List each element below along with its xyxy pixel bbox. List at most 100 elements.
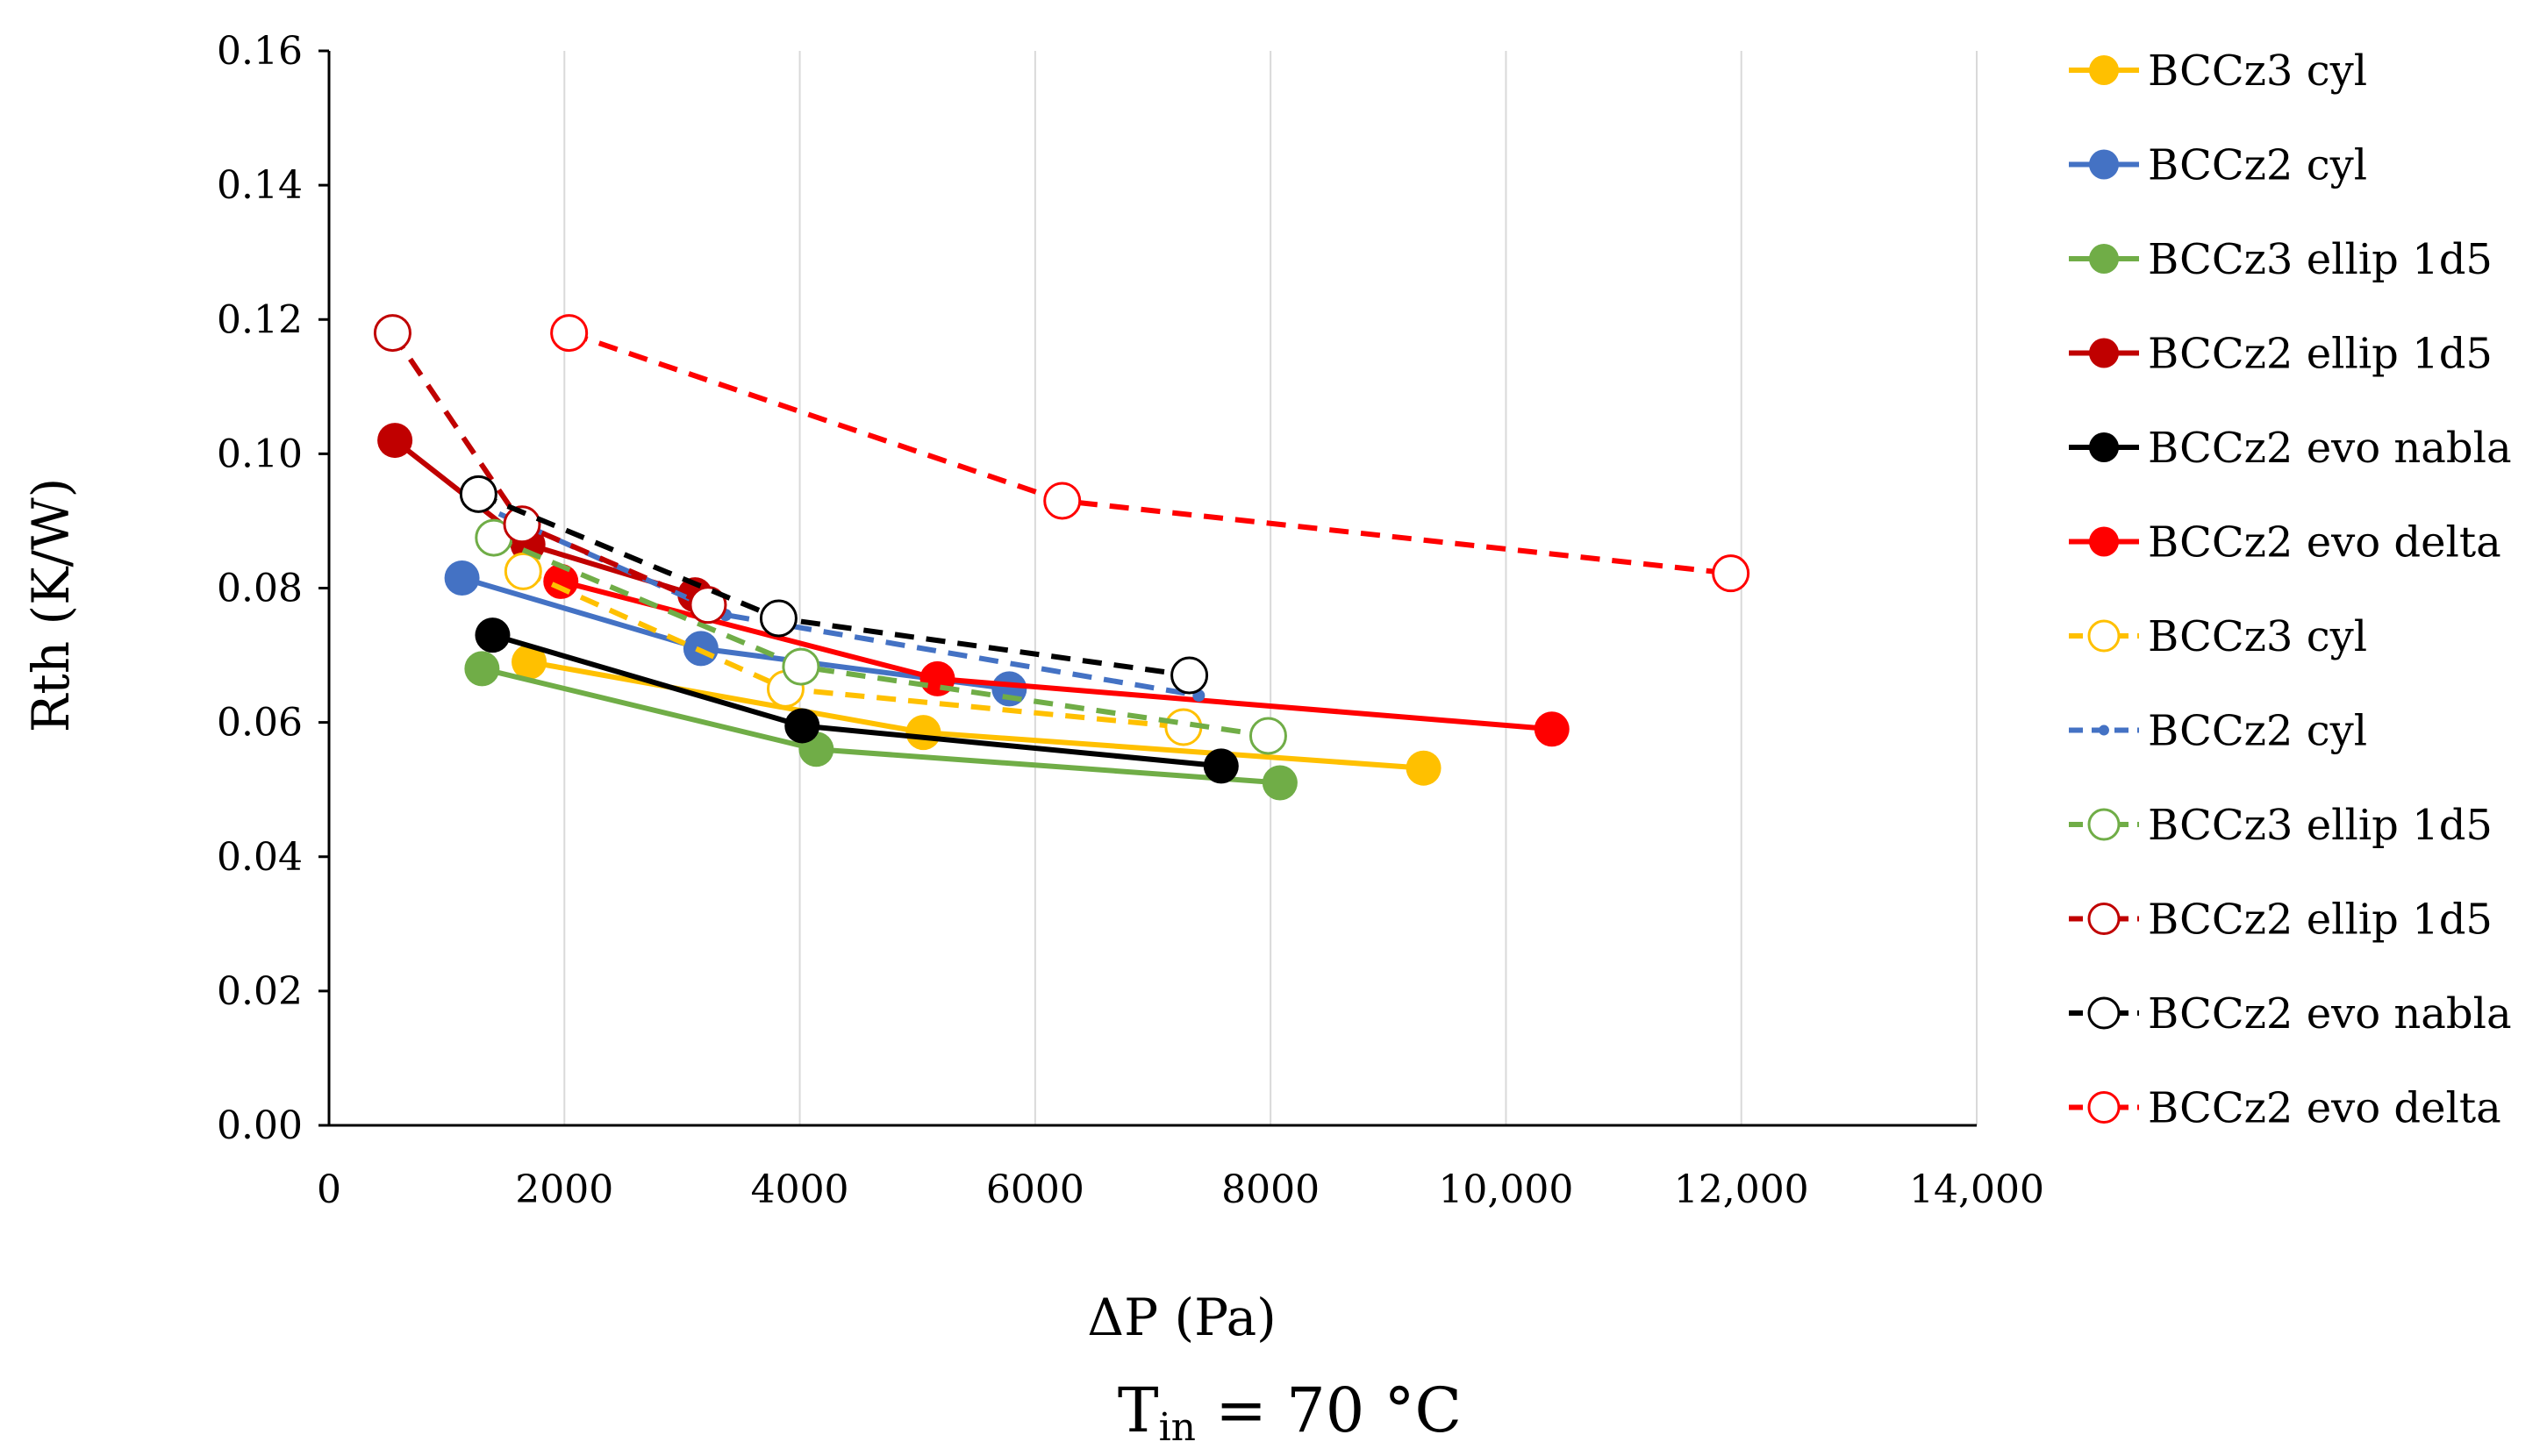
series-0 xyxy=(512,644,1442,786)
series-9 xyxy=(373,314,727,625)
series-2 xyxy=(464,651,1298,801)
legend-entry: BCCz3 ellip 1d5 xyxy=(2069,801,2493,850)
x-tick-label: 12,000 xyxy=(1674,1167,1809,1212)
series-line xyxy=(393,438,697,598)
legend-marker xyxy=(2087,619,2121,653)
x-tick-label: 4000 xyxy=(751,1167,849,1212)
legend-marker xyxy=(2089,149,2119,180)
data-point xyxy=(1262,765,1298,801)
data-point xyxy=(784,708,820,744)
legend-entry: BCCz2 evo nabla xyxy=(2069,424,2512,473)
data-point xyxy=(543,563,579,599)
grid-lines xyxy=(563,51,1978,1125)
data-point xyxy=(512,644,547,680)
x-tick-label: 8000 xyxy=(1221,1167,1320,1212)
data-point xyxy=(464,651,500,687)
legend-marker xyxy=(2087,996,2121,1030)
y-tick-label: 0.16 xyxy=(217,29,303,74)
data-point xyxy=(1203,748,1239,784)
legend-entry: BCCz2 evo delta xyxy=(2069,1084,2501,1133)
y-tick-label: 0.06 xyxy=(217,701,303,746)
data-point xyxy=(905,715,941,751)
legend-label: BCCz2 evo nabla xyxy=(2148,989,2512,1038)
y-tick-label: 0.08 xyxy=(217,567,303,611)
legend-label: BCCz3 cyl xyxy=(2148,612,2367,661)
y-tick-label: 0.00 xyxy=(217,1103,303,1148)
data-point xyxy=(444,560,480,596)
caption-subscript: in xyxy=(1159,1405,1196,1450)
legend-label: BCCz2 evo delta xyxy=(2148,518,2501,567)
tick-labels: 0 2000 4000 6000 8000 10,000 12,000 14,000 0.00 0… xyxy=(217,29,2044,1212)
data-point xyxy=(782,647,820,686)
x-tick-label: 0 xyxy=(317,1167,341,1212)
legend-label: BCCz2 ellip 1d5 xyxy=(2148,896,2493,945)
data-point xyxy=(1534,711,1570,747)
legend-entry: BCCz2 evo delta xyxy=(2069,518,2501,567)
legend-marker xyxy=(2089,55,2119,85)
legend-label: BCCz2 cyl xyxy=(2148,141,2367,190)
legend-marker xyxy=(2087,903,2121,935)
legend-label: BCCz3 ellip 1d5 xyxy=(2148,235,2493,284)
y-axis-title: Rth (K/W) xyxy=(21,478,81,733)
series-line xyxy=(477,491,1191,678)
legend-label: BCCz2 evo delta xyxy=(2148,1084,2501,1133)
legend-marker xyxy=(2099,724,2109,736)
data-point xyxy=(377,423,413,459)
data-point xyxy=(1248,717,1287,755)
data-series xyxy=(373,314,1750,801)
data-point xyxy=(459,475,497,513)
legend-label: BCCz3 ellip 1d5 xyxy=(2148,801,2493,850)
legend-marker xyxy=(2087,808,2121,841)
data-point xyxy=(1170,656,1209,695)
series-line xyxy=(390,331,710,608)
data-point xyxy=(550,314,589,353)
data-point xyxy=(504,552,542,590)
data-point xyxy=(373,314,411,353)
x-tick-label: 2000 xyxy=(515,1167,613,1212)
x-tick-label: 14,000 xyxy=(1909,1167,2044,1212)
data-point xyxy=(991,671,1027,707)
legend-label: BCCz2 ellip 1d5 xyxy=(2148,330,2493,379)
x-axis-title: ΔP (Pa) xyxy=(1087,1288,1277,1347)
data-point xyxy=(689,586,727,625)
data-point xyxy=(1043,482,1082,520)
legend-marker xyxy=(2089,244,2119,274)
series-11 xyxy=(550,314,1750,593)
y-tick-label: 0.12 xyxy=(217,297,303,342)
y-tick-label: 0.10 xyxy=(217,432,303,476)
series-6 xyxy=(504,552,1203,746)
legend-marker xyxy=(2087,1091,2121,1124)
x-tick-label: 10,000 xyxy=(1438,1167,1573,1212)
legend: BCCz3 cyl BCCz2 cyl BCCz3 ellip 1d5 BCCz2 e… xyxy=(2069,46,2512,1133)
legend-marker xyxy=(2089,432,2119,462)
legend-label: BCCz3 cyl xyxy=(2148,46,2367,96)
legend-entry: BCCz2 cyl xyxy=(2069,707,2367,756)
legend-entry: BCCz3 ellip 1d5 xyxy=(2069,235,2493,284)
series-4 xyxy=(475,617,1239,784)
y-tick-label: 0.14 xyxy=(217,163,303,208)
legend-label: BCCz2 evo nabla xyxy=(2148,424,2512,473)
caption-main: T xyxy=(1118,1374,1159,1446)
legend-label: BCCz2 cyl xyxy=(2148,707,2367,756)
caption-rest: = 70 °C xyxy=(1196,1374,1462,1446)
legend-marker xyxy=(2089,526,2119,557)
legend-entry: BCCz2 cyl xyxy=(2069,141,2367,190)
y-tick-label: 0.02 xyxy=(217,969,303,1014)
data-point xyxy=(759,599,798,638)
y-tick-label: 0.04 xyxy=(217,835,303,880)
data-point xyxy=(503,505,541,544)
series-8 xyxy=(475,518,1287,755)
data-point xyxy=(475,617,511,653)
caption: Tin = 70 °C xyxy=(1118,1374,1462,1450)
legend-marker xyxy=(2089,338,2119,368)
legend-entry: BCCz2 ellip 1d5 xyxy=(2069,896,2493,945)
data-point xyxy=(1406,750,1442,786)
series-line xyxy=(568,330,1731,576)
legend-entry: BCCz3 cyl xyxy=(2069,612,2367,661)
legend-entry: BCCz2 evo nabla xyxy=(2069,989,2512,1038)
legend-entry: BCCz2 ellip 1d5 xyxy=(2069,330,2493,379)
x-tick-label: 6000 xyxy=(986,1167,1084,1212)
legend-entry: BCCz3 cyl xyxy=(2069,46,2367,96)
series-10 xyxy=(459,475,1209,695)
